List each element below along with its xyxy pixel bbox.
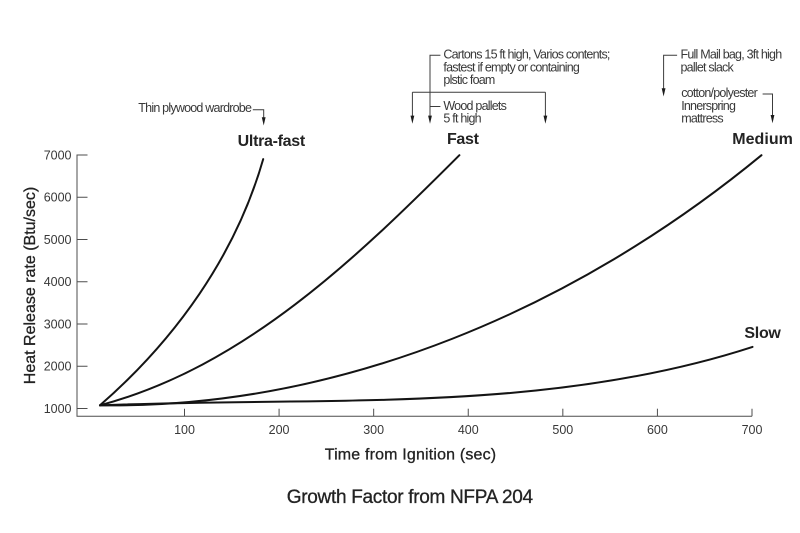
svg-text:Cartons 15 ft high, Varios con: Cartons 15 ft high, Varios contents; bbox=[443, 48, 610, 62]
svg-text:plstic foam: plstic foam bbox=[443, 73, 495, 87]
svg-text:Medium: Medium bbox=[732, 131, 793, 148]
svg-text:600: 600 bbox=[647, 423, 668, 437]
svg-text:700: 700 bbox=[742, 423, 763, 437]
svg-text:Slow: Slow bbox=[744, 325, 781, 342]
svg-text:400: 400 bbox=[458, 423, 479, 437]
svg-text:2000: 2000 bbox=[44, 360, 72, 374]
svg-text:Innerspring: Innerspring bbox=[681, 99, 736, 113]
svg-text:6000: 6000 bbox=[44, 191, 72, 205]
svg-text:100: 100 bbox=[174, 423, 195, 437]
svg-text:cotton/polyester: cotton/polyester bbox=[681, 86, 757, 100]
svg-text:Heat Release rate (Btu/sec): Heat Release rate (Btu/sec) bbox=[22, 187, 39, 384]
svg-text:1000: 1000 bbox=[44, 402, 72, 416]
svg-text:fastest if empty or containing: fastest if empty or containing bbox=[443, 60, 580, 74]
svg-text:Ultra-fast: Ultra-fast bbox=[238, 133, 306, 150]
svg-text:Full Mail bag, 3ft high: Full Mail bag, 3ft high bbox=[681, 48, 783, 62]
svg-text:200: 200 bbox=[269, 423, 290, 437]
svg-text:Growth Factor from NFPA 204: Growth Factor from NFPA 204 bbox=[287, 487, 534, 508]
svg-text:Time from Ignition (sec): Time from Ignition (sec) bbox=[325, 446, 497, 463]
svg-text:7000: 7000 bbox=[44, 148, 72, 162]
svg-text:5 ft high: 5 ft high bbox=[443, 111, 481, 125]
svg-text:Thin plywood wardrobe: Thin plywood wardrobe bbox=[138, 101, 252, 115]
svg-text:3000: 3000 bbox=[44, 317, 72, 331]
svg-text:Wood pallets: Wood pallets bbox=[443, 99, 506, 113]
svg-text:300: 300 bbox=[363, 423, 384, 437]
svg-text:4000: 4000 bbox=[44, 275, 72, 289]
svg-text:5000: 5000 bbox=[44, 233, 72, 247]
svg-text:500: 500 bbox=[552, 423, 573, 437]
svg-text:mattress: mattress bbox=[681, 111, 723, 125]
svg-text:Fast: Fast bbox=[447, 131, 480, 148]
svg-text:pallet slack: pallet slack bbox=[681, 61, 735, 75]
